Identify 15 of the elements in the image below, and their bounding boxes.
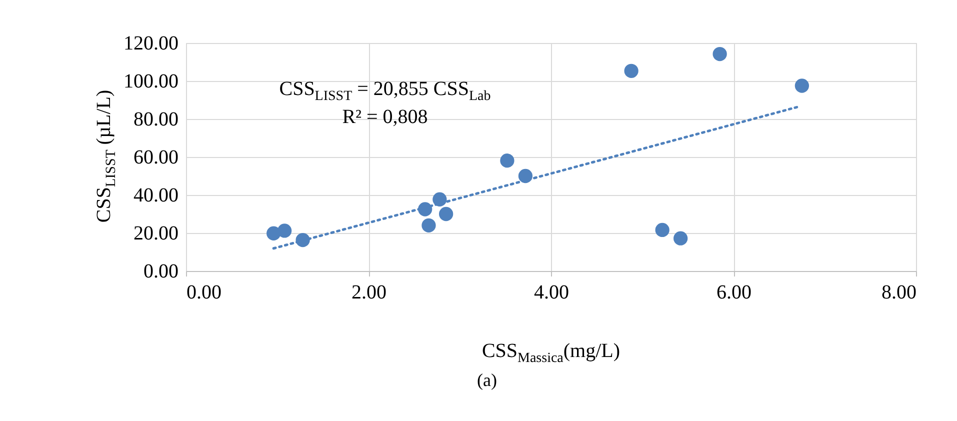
y-tick-label: 0.00 bbox=[144, 260, 178, 282]
y-tick-label: 60.00 bbox=[134, 146, 178, 168]
annotation: R² = 0,808 bbox=[342, 106, 428, 128]
x-tick-label: 2.00 bbox=[352, 282, 386, 304]
y-tick-label: 20.00 bbox=[134, 222, 178, 244]
x-tick-label: 4.00 bbox=[534, 282, 569, 304]
y-tick-label: 80.00 bbox=[134, 108, 178, 130]
y-tick-label: 100.00 bbox=[124, 70, 178, 92]
x-tick-label: 8.00 bbox=[882, 282, 916, 304]
y-axis-title: CSSLISST (µL/L) bbox=[93, 90, 119, 223]
text: (a) bbox=[477, 370, 497, 390]
x-tick-label: 0.00 bbox=[186, 282, 222, 304]
y-tick-label: 120.00 bbox=[124, 32, 178, 54]
x-tick-label: 6.00 bbox=[716, 282, 752, 304]
y-tick-label: 40.00 bbox=[134, 184, 178, 206]
